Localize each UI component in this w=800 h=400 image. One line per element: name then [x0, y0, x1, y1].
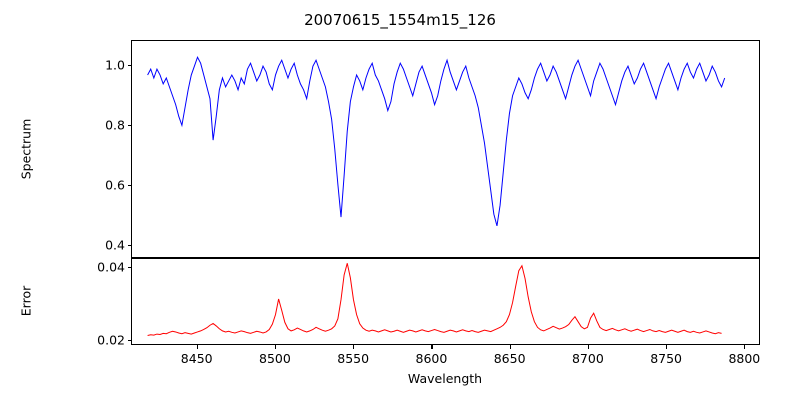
- wavelength-xtick-mark: [431, 345, 433, 349]
- wavelength-xtick-mark: [666, 345, 668, 349]
- spectrum-plot-area: [131, 40, 760, 258]
- wavelength-xtick-mark: [587, 345, 589, 349]
- spectrum-ytick-label: 0.6: [105, 177, 125, 193]
- spectrum-ytick-mark: [127, 244, 131, 246]
- spectrum-axis-label: Spectrum: [18, 118, 34, 180]
- wavelength-xtick-label: 8750: [650, 351, 683, 366]
- error-panel-path: [148, 263, 722, 335]
- spectrum-ytick-mark: [127, 125, 131, 127]
- spectrum-ytick-mark: [127, 184, 131, 186]
- error-axis-label: Error: [18, 285, 34, 317]
- wavelength-xtick-label: 8800: [728, 351, 761, 366]
- error-ytick-label: 0.04: [97, 259, 125, 275]
- wavelength-xtick-mark: [509, 345, 511, 349]
- wavelength-xtick-label: 8500: [259, 351, 291, 366]
- error-ytick-mark: [127, 339, 131, 341]
- spectrum-ytick-label: 0.4: [105, 237, 125, 253]
- wavelength-axis-label: Wavelength: [407, 371, 483, 386]
- spectrum-series-line: [132, 41, 759, 257]
- error-ytick-mark: [127, 267, 131, 269]
- wavelength-xtick-label: 8450: [180, 351, 213, 366]
- spectrum-ytick-label: 0.8: [105, 117, 125, 133]
- error-series-line: [132, 259, 759, 344]
- wavelength-xtick-mark: [274, 345, 277, 349]
- wavelength-xtick-label: 8700: [571, 351, 604, 366]
- wavelength-xtick-label: 8600: [415, 351, 448, 366]
- spectrum-ytick-mark: [127, 65, 131, 67]
- error-plot-area: [131, 258, 760, 345]
- wavelength-xtick-label: 8550: [337, 351, 370, 366]
- figure-title: 20070615_1554m15_126: [304, 11, 496, 29]
- wavelength-xtick-mark: [196, 345, 198, 349]
- spectrum-ytick-label: 1.0: [105, 57, 125, 73]
- error-ytick-label: 0.02: [97, 332, 125, 348]
- spectrum-panel-path: [148, 57, 725, 226]
- wavelength-xtick-label: 8650: [493, 351, 526, 366]
- wavelength-xtick-mark: [744, 345, 746, 349]
- wavelength-xtick-mark: [353, 345, 355, 349]
